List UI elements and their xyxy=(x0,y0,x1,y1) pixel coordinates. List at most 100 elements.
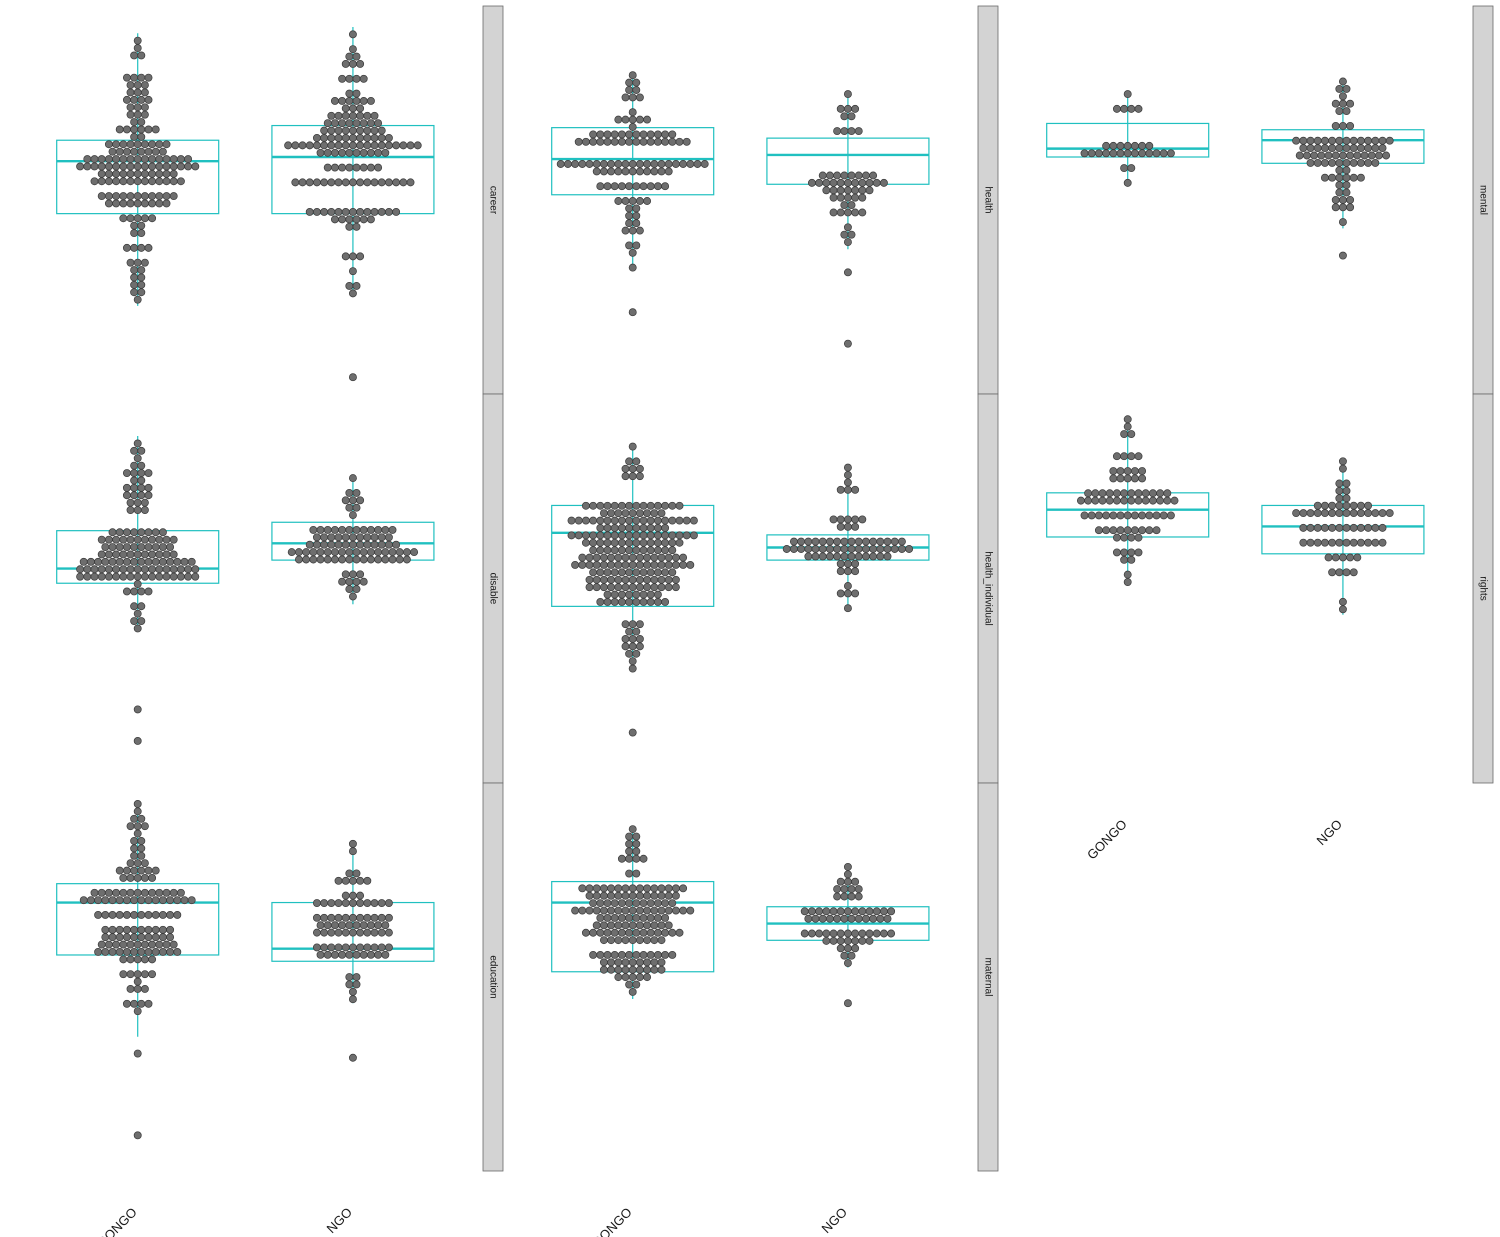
data-point xyxy=(345,548,354,557)
data-point xyxy=(840,892,849,901)
data-point xyxy=(345,503,354,512)
data-point xyxy=(158,147,167,156)
data-point xyxy=(352,973,361,981)
data-point xyxy=(345,148,354,157)
data-point xyxy=(133,439,142,448)
data-point xyxy=(144,587,153,596)
data-point xyxy=(628,442,637,451)
data-point xyxy=(140,859,149,868)
data-point xyxy=(137,948,146,956)
data-point xyxy=(675,501,684,510)
data-point xyxy=(610,928,619,937)
data-point xyxy=(104,140,113,149)
data-point xyxy=(1145,149,1154,158)
data-point xyxy=(632,869,641,878)
data-point xyxy=(327,134,336,142)
data-point xyxy=(341,208,350,216)
data-point xyxy=(840,201,849,210)
data-point xyxy=(621,884,630,893)
data-point xyxy=(151,866,160,875)
data-point xyxy=(1138,149,1147,158)
data-point xyxy=(370,533,379,542)
data-point xyxy=(650,965,659,974)
data-point xyxy=(589,137,598,146)
data-point xyxy=(312,913,321,922)
data-point xyxy=(94,557,103,566)
data-point xyxy=(653,928,662,937)
data-point xyxy=(635,160,644,168)
data-point xyxy=(1310,151,1319,160)
data-point xyxy=(643,160,652,168)
data-point xyxy=(370,126,379,135)
data-point xyxy=(133,829,142,838)
data-point xyxy=(112,550,121,559)
data-point xyxy=(861,914,870,923)
data-point xyxy=(1116,467,1125,475)
data-point xyxy=(632,950,641,959)
data-point xyxy=(1302,151,1311,160)
data-point xyxy=(1313,136,1322,145)
data-point xyxy=(789,545,798,553)
data-point xyxy=(876,914,885,923)
data-point xyxy=(653,516,662,525)
data-point xyxy=(675,531,684,540)
data-point xyxy=(650,561,659,569)
data-point xyxy=(854,537,863,546)
data-point xyxy=(191,565,200,574)
data-point xyxy=(671,160,680,168)
group-ngo xyxy=(271,474,435,605)
data-point xyxy=(1138,467,1147,475)
data-point xyxy=(596,531,605,540)
data-point xyxy=(625,899,634,908)
data-point xyxy=(356,60,365,68)
data-point xyxy=(320,141,329,150)
data-point xyxy=(650,160,659,168)
data-point xyxy=(635,167,644,176)
data-point xyxy=(1313,144,1322,153)
data-point xyxy=(664,583,673,592)
data-point xyxy=(1342,501,1351,510)
data-point xyxy=(610,568,619,577)
data-point xyxy=(1148,489,1157,498)
data-point xyxy=(1094,149,1103,158)
data-point xyxy=(668,130,677,139)
data-point xyxy=(119,572,128,581)
data-point xyxy=(363,208,372,216)
data-point xyxy=(140,192,149,201)
data-point xyxy=(653,531,662,540)
data-point xyxy=(133,177,142,186)
data-point xyxy=(169,162,178,171)
data-point xyxy=(1349,173,1358,182)
data-point xyxy=(1320,144,1329,153)
data-point xyxy=(628,635,637,643)
data-point xyxy=(664,575,673,584)
data-point xyxy=(327,141,336,150)
data-point xyxy=(621,921,630,930)
data-point xyxy=(366,148,375,157)
data-point xyxy=(413,141,422,150)
data-point xyxy=(334,928,343,937)
data-point xyxy=(1356,538,1365,547)
data-point xyxy=(843,522,852,531)
data-point xyxy=(829,515,838,524)
data-point xyxy=(176,572,185,581)
facet-panel-health_individual: health_individual xyxy=(551,393,999,784)
data-point xyxy=(158,528,167,537)
data-point xyxy=(312,899,321,907)
facet-strip-label: mental xyxy=(1477,185,1488,215)
data-point xyxy=(359,119,368,128)
data-point xyxy=(1313,501,1322,510)
data-point xyxy=(341,540,350,549)
data-point xyxy=(356,913,365,922)
data-point xyxy=(585,906,594,915)
data-point xyxy=(158,933,167,942)
data-point xyxy=(585,575,594,584)
data-point xyxy=(829,936,838,945)
data-point xyxy=(854,914,863,923)
facet-strip-label: education xyxy=(487,955,498,998)
data-point xyxy=(843,471,852,479)
data-point xyxy=(607,965,616,974)
data-point xyxy=(632,590,641,599)
data-point xyxy=(137,851,146,860)
data-point xyxy=(643,509,652,518)
